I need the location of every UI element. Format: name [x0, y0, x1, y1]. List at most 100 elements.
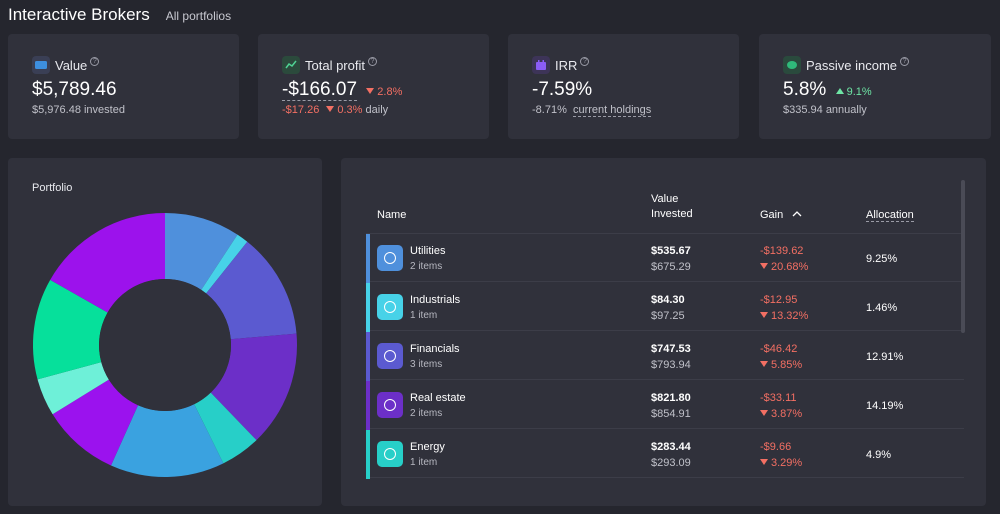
- sort-up-icon: [792, 211, 802, 217]
- row-gain-pct: 20.68%: [760, 261, 808, 273]
- donut-slice-5[interactable]: [110, 404, 224, 477]
- category-icon: [377, 245, 403, 271]
- donut-slice-2[interactable]: [206, 241, 297, 340]
- category-icon: [377, 392, 403, 418]
- row-count: 3 items: [410, 359, 443, 370]
- passive-income-change-pct: 9.1%: [846, 86, 872, 98]
- arrow-up-icon: [835, 88, 844, 94]
- header-value: Value: [651, 193, 679, 205]
- row-allocation: 12.91%: [866, 351, 904, 363]
- help-icon[interactable]: ?: [900, 56, 910, 66]
- total-profit-label: Total profit: [305, 57, 365, 73]
- row-color-bar: [366, 430, 370, 479]
- row-gain-pct-value: 13.32%: [771, 310, 809, 322]
- category-icon: [377, 343, 403, 369]
- donut-slice-0[interactable]: [165, 213, 238, 290]
- row-gain-pct-value: 20.68%: [771, 261, 809, 273]
- all-portfolios-link[interactable]: All portfolios: [165, 9, 232, 23]
- daily-change: -$17.26 0.3% daily: [282, 104, 388, 116]
- row-count: 1 item: [410, 310, 438, 321]
- donut-slice-3[interactable]: [210, 333, 297, 441]
- help-icon[interactable]: ?: [90, 56, 100, 66]
- row-invested: $793.94: [651, 359, 691, 371]
- arrow-down-icon: [760, 312, 768, 318]
- value-amount: $5,789.46: [32, 79, 117, 100]
- row-invested: $854.91: [651, 408, 691, 420]
- row-allocation: 1.46%: [866, 302, 898, 314]
- piggy-bank-icon: [783, 56, 801, 74]
- table-row[interactable]: Energy 1 item $283.44 $293.09 -$9.66 3.29% 4.9…: [366, 430, 964, 479]
- total-profit-change: 2.8%: [362, 86, 402, 98]
- passive-income-change: 9.1%: [832, 86, 872, 98]
- donut-slice-4[interactable]: [194, 392, 257, 464]
- row-value: $84.30: [651, 294, 685, 306]
- row-name: Utilities: [410, 245, 446, 257]
- passive-income-label: Passive income: [806, 57, 898, 73]
- arrow-down-icon: [760, 459, 768, 465]
- arrow-down-icon: [326, 106, 335, 112]
- header-invested: Invested: [651, 208, 693, 220]
- daily-pct: 0.3%: [337, 104, 363, 116]
- irr-current-value: -8.71%: [532, 104, 567, 116]
- current-holdings-link[interactable]: current holdings: [572, 104, 652, 117]
- row-name: Industrials: [410, 294, 461, 306]
- row-color-bar: [366, 381, 370, 430]
- row-color-bar: [366, 283, 370, 332]
- passive-income-amount: 5.8% 9.1%: [783, 79, 872, 101]
- arrow-down-icon: [760, 263, 768, 269]
- arrow-down-icon: [760, 361, 768, 367]
- header-name[interactable]: Name: [377, 209, 407, 221]
- table-row[interactable]: Industrials 1 item $84.30 $97.25 -$12.95 13.3…: [366, 283, 964, 332]
- donut-slice-6[interactable]: [52, 379, 138, 466]
- row-invested: $293.09: [651, 457, 691, 469]
- arrow-down-icon: [760, 410, 768, 416]
- passive-income-annual: $335.94 annually: [783, 104, 867, 116]
- table-row[interactable]: Real estate 2 items $821.80 $854.91 -$33.11 3…: [366, 381, 964, 430]
- header-gain[interactable]: Gain: [760, 208, 802, 223]
- header-allocation-label: Allocation: [866, 209, 914, 222]
- irr-sub: -8.71% current holdings: [532, 104, 652, 117]
- total-profit-value: -$166.07: [282, 79, 358, 101]
- row-invested: $675.29: [651, 261, 691, 273]
- app-title: Interactive Brokers: [8, 5, 150, 24]
- row-gain-pct: 3.29%: [760, 457, 802, 469]
- total-profit-amount: -$166.07 2.8%: [282, 79, 402, 101]
- row-count: 1 item: [410, 457, 438, 468]
- chart-line-icon: [282, 56, 300, 74]
- donut-slice-1[interactable]: [201, 234, 248, 294]
- row-gain-pct-value: 3.87%: [771, 408, 803, 420]
- portfolio-donut-chart: [33, 213, 297, 477]
- header: Interactive Brokers All portfolios: [8, 5, 231, 27]
- header-divider: [366, 233, 964, 234]
- help-icon[interactable]: ?: [367, 56, 377, 66]
- row-gain: -$139.62: [760, 245, 804, 257]
- value-label: Value: [55, 57, 88, 73]
- help-icon[interactable]: ?: [580, 56, 590, 66]
- donut-slice-8[interactable]: [33, 279, 108, 380]
- row-gain: -$12.95: [760, 294, 798, 306]
- row-allocation: 14.19%: [866, 400, 904, 412]
- row-count: 2 items: [410, 261, 443, 272]
- row-value: $535.67: [651, 245, 691, 257]
- holdings-panel: [341, 158, 986, 506]
- row-gain: -$9.66: [760, 441, 792, 453]
- header-value-invested[interactable]: Value Invested: [651, 192, 693, 222]
- irr-amount: -7.59%: [532, 79, 593, 100]
- table-row[interactable]: Utilities 2 items $535.67 $675.29 -$139.62 20…: [366, 234, 964, 283]
- row-color-bar: [366, 332, 370, 381]
- table-row[interactable]: Financials 3 items $747.53 $793.94 -$46.42 5.…: [366, 332, 964, 381]
- header-allocation[interactable]: Allocation: [866, 208, 914, 223]
- value-invested: $5,976.48 invested: [32, 104, 125, 116]
- row-value: $283.44: [651, 441, 691, 453]
- portfolio-title: Portfolio: [32, 182, 73, 194]
- scrollbar[interactable]: [961, 180, 965, 333]
- row-gain-pct-value: 5.85%: [771, 359, 803, 371]
- row-value: $747.53: [651, 343, 691, 355]
- category-icon: [377, 294, 403, 320]
- calendar-icon: [532, 56, 550, 74]
- daily-amount: -$17.26: [282, 104, 320, 116]
- donut-slice-9[interactable]: [50, 213, 165, 313]
- row-gain-pct-value: 3.29%: [771, 457, 803, 469]
- row-count: 2 items: [410, 408, 443, 419]
- donut-slice-7[interactable]: [37, 362, 109, 415]
